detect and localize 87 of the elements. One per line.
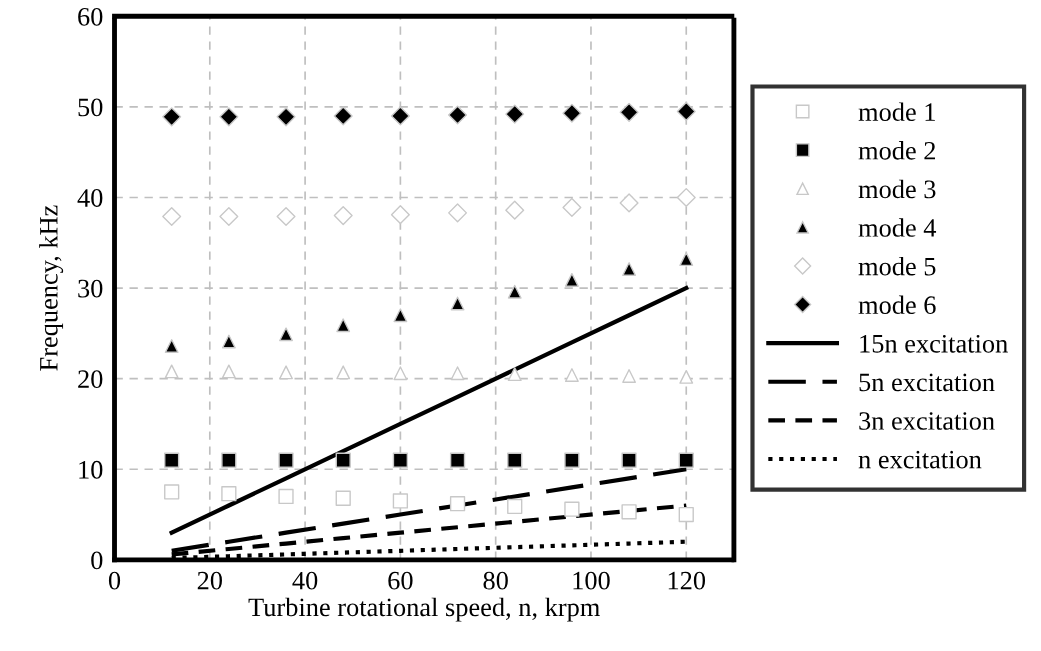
point: [564, 368, 579, 382]
point: [622, 369, 637, 383]
point: [335, 452, 351, 468]
point: [278, 452, 294, 468]
point: [449, 452, 466, 468]
point: [162, 107, 182, 127]
point: [276, 107, 296, 127]
point: [679, 369, 694, 384]
y-axis-title: Frequency, kHz: [39, 205, 64, 371]
point: [564, 501, 580, 517]
point: [562, 197, 582, 217]
x-tick-label: 60: [388, 571, 413, 590]
point: [221, 486, 237, 502]
x-tick-label: 80: [483, 571, 508, 590]
legend-label: mode 4: [858, 218, 937, 237]
point: [676, 101, 696, 121]
y-tick-label: 20: [78, 370, 103, 389]
y-tick-label: 0: [91, 551, 103, 570]
point: [221, 364, 236, 379]
y-tick-label: 10: [79, 460, 103, 479]
point: [619, 193, 639, 213]
line-series: [169, 285, 689, 535]
point: [450, 296, 465, 311]
point: [333, 206, 353, 226]
point: [278, 488, 294, 505]
point: [392, 493, 409, 509]
legend-label: 15n excitation: [860, 334, 1008, 353]
point: [448, 105, 468, 125]
point: [507, 367, 522, 382]
legend-label: mode 2: [858, 141, 936, 160]
point: [164, 364, 179, 379]
point: [679, 252, 694, 267]
y-tick-label: 40: [77, 189, 103, 207]
x-tick-label: 20: [197, 571, 222, 590]
x-tick-label: 100: [573, 571, 610, 590]
point: [393, 308, 408, 323]
legend-label: 3n excitation: [859, 412, 995, 430]
point: [448, 203, 468, 223]
x-axis-title: Turbine rotational speed, n, krpm: [248, 597, 600, 622]
point: [336, 365, 351, 380]
point: [562, 103, 582, 123]
point: [335, 490, 351, 506]
point: [393, 366, 408, 381]
point: [505, 200, 525, 220]
point: [505, 104, 525, 124]
y-tick-label: 30: [78, 279, 103, 298]
point: [162, 206, 182, 227]
x-tick-label: 0: [108, 571, 121, 590]
point: [164, 339, 179, 353]
x-tick-label: 40: [292, 571, 318, 590]
point: [450, 366, 465, 381]
point: [449, 496, 466, 512]
legend-label: 5n excitation: [859, 373, 995, 392]
point: [390, 106, 410, 126]
point: [279, 365, 293, 380]
legend-label: mode 6: [858, 295, 936, 315]
point: [621, 452, 637, 468]
point: [390, 205, 410, 225]
legend-label: mode 1: [858, 102, 935, 122]
point: [219, 107, 239, 127]
point: [507, 284, 522, 299]
point: [507, 452, 523, 468]
point: [678, 452, 694, 468]
point: [564, 452, 580, 468]
point: [392, 452, 409, 468]
x-tick-label: 120: [668, 571, 706, 590]
point: [276, 206, 296, 227]
point: [164, 452, 180, 468]
legend-label: mode 5: [858, 256, 936, 276]
legend-label: n excitation: [858, 450, 982, 469]
legend-label: mode 3: [858, 179, 936, 199]
point: [507, 498, 523, 515]
point: [279, 327, 293, 342]
point: [221, 334, 236, 349]
point: [622, 262, 637, 276]
y-tick-label: 60: [78, 7, 103, 26]
point: [678, 506, 694, 523]
point: [333, 106, 353, 126]
y-tick-label: 50: [78, 98, 103, 117]
point: [221, 452, 237, 468]
point: [564, 272, 579, 287]
point: [164, 484, 180, 500]
point: [619, 102, 639, 122]
point: [621, 504, 637, 520]
point: [219, 206, 239, 227]
point: [676, 187, 696, 208]
point: [336, 318, 351, 333]
